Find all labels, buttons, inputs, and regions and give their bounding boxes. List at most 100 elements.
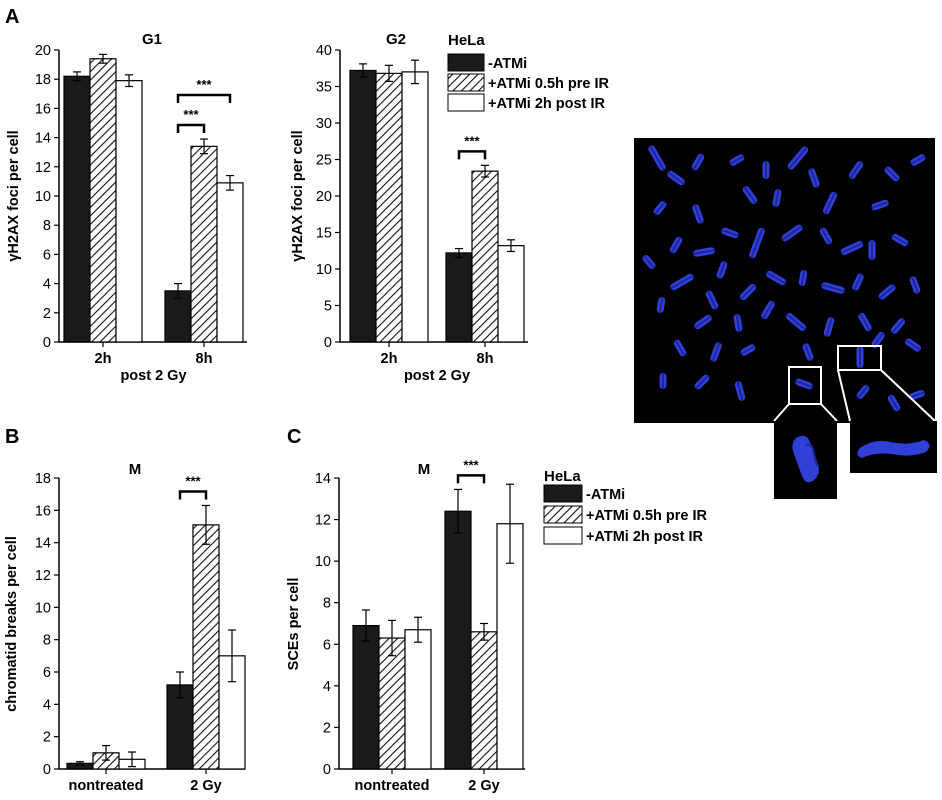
y-tick-label: 0 xyxy=(43,335,51,351)
chromosome xyxy=(788,147,808,169)
significance-label: *** xyxy=(185,473,201,488)
bar xyxy=(89,58,117,343)
y-tick-label: 20 xyxy=(316,189,332,205)
y-tick-label: 2 xyxy=(43,306,51,322)
chromosome xyxy=(670,275,694,289)
y-tick-label: 16 xyxy=(35,101,51,117)
chromosome xyxy=(774,189,780,207)
legend-bottom: HeLa -ATMi +ATMi 0.5h pre IR +ATMi 2h po… xyxy=(543,468,708,545)
zoom-line xyxy=(773,403,790,422)
chromosome xyxy=(892,235,908,245)
y-tick-label: 40 xyxy=(316,43,332,59)
legend-bottom-entry-minus-atmi: -ATMi xyxy=(586,487,625,503)
y-tick-label: 30 xyxy=(316,116,332,132)
chromosome xyxy=(711,342,721,362)
bar xyxy=(192,524,220,770)
legend-top-title: HeLa xyxy=(448,32,485,49)
chromosome xyxy=(750,227,764,259)
chromosome xyxy=(671,237,681,253)
y-tick-label: 10 xyxy=(35,600,51,616)
bar xyxy=(497,245,525,343)
chromosome xyxy=(762,301,774,319)
y-tick-label: 15 xyxy=(316,226,332,242)
chromosome xyxy=(809,168,819,188)
chromosome xyxy=(849,161,863,179)
bar xyxy=(375,72,403,343)
legend-bottom-entry-atmi-post: +ATMi 2h post IR xyxy=(586,529,703,545)
chromosome xyxy=(910,155,926,165)
significance-label: *** xyxy=(196,77,212,92)
significance-bracket xyxy=(176,93,232,104)
x-tick-label: 8h xyxy=(196,351,213,367)
chromosome xyxy=(804,343,812,361)
y-tick-label: 16 xyxy=(35,503,51,519)
chromosome xyxy=(735,314,741,332)
chart-g2: 0 5 10 15 20 25 30 35 40 γH2AX foci per cell G2 2h 8… xyxy=(290,31,528,384)
x-tick-label: 2 Gy xyxy=(468,778,499,794)
chromosome xyxy=(859,346,861,368)
chromosome xyxy=(667,171,685,185)
y-tick-label: 8 xyxy=(43,633,51,649)
y-tick-label: 4 xyxy=(323,679,331,695)
legend-bottom-title: HeLa xyxy=(544,468,581,485)
chromosome xyxy=(909,391,925,399)
bar xyxy=(471,170,499,343)
bar xyxy=(404,629,432,770)
bar xyxy=(349,69,377,343)
chromosome xyxy=(643,255,655,269)
chromosome xyxy=(743,186,757,204)
y-axis-label: γH2AX foci per cell xyxy=(6,130,22,261)
y-tick-label: 2 xyxy=(323,720,331,736)
chromosome xyxy=(654,201,666,215)
chromosome xyxy=(859,313,871,331)
bar xyxy=(63,75,91,343)
chromosome xyxy=(740,284,756,300)
chromosome xyxy=(905,339,921,351)
chromosome xyxy=(695,375,709,389)
bar xyxy=(216,182,244,343)
chromosome xyxy=(693,154,703,170)
y-tick-label: 4 xyxy=(43,277,51,293)
chromosome xyxy=(736,381,744,401)
legend-top-entry-minus-atmi: -ATMi xyxy=(488,56,527,72)
y-tick-label: 8 xyxy=(43,218,51,234)
x-tick-label: nontreated xyxy=(69,778,144,794)
legend-top-swatch-atmi-pre xyxy=(447,73,485,92)
y-tick-label: 6 xyxy=(43,665,51,681)
y-tick-label: 6 xyxy=(43,247,51,263)
y-tick-label: 12 xyxy=(35,160,51,176)
y-tick-label: 0 xyxy=(323,762,331,778)
bar xyxy=(470,631,498,770)
significance-label: *** xyxy=(464,133,480,148)
significance-label: *** xyxy=(463,457,479,472)
chromosome xyxy=(662,373,664,389)
y-tick-label: 14 xyxy=(35,536,51,552)
y-tick-label: 8 xyxy=(323,596,331,612)
zoom-box-left xyxy=(788,366,822,405)
y-tick-label: 10 xyxy=(315,554,331,570)
bar xyxy=(115,80,143,343)
chromosome xyxy=(765,161,767,179)
x-axis-label: post 2 Gy xyxy=(120,368,186,384)
chromosome xyxy=(675,340,685,356)
panel-letter-c: C xyxy=(287,426,301,448)
chromosome xyxy=(649,145,665,171)
y-tick-label: 14 xyxy=(315,471,331,487)
chromosome xyxy=(853,273,863,291)
chromosome xyxy=(885,167,899,181)
x-tick-label: nontreated xyxy=(355,778,430,794)
chromosome-spread xyxy=(642,145,926,412)
chart-title: M xyxy=(418,461,431,478)
significance-bracket xyxy=(456,474,486,484)
chromosome xyxy=(911,276,919,294)
chart-title: G2 xyxy=(386,31,406,48)
y-tick-label: 10 xyxy=(35,189,51,205)
panel-letter-b: B xyxy=(5,426,19,448)
chromosome xyxy=(658,297,664,313)
bar xyxy=(401,71,429,343)
legend-top: HeLa -ATMi +ATMi 0.5h pre IR +ATMi 2h po… xyxy=(447,32,610,112)
y-tick-label: 35 xyxy=(316,80,332,96)
significance-bracket xyxy=(178,490,208,500)
chromosome xyxy=(821,228,831,244)
